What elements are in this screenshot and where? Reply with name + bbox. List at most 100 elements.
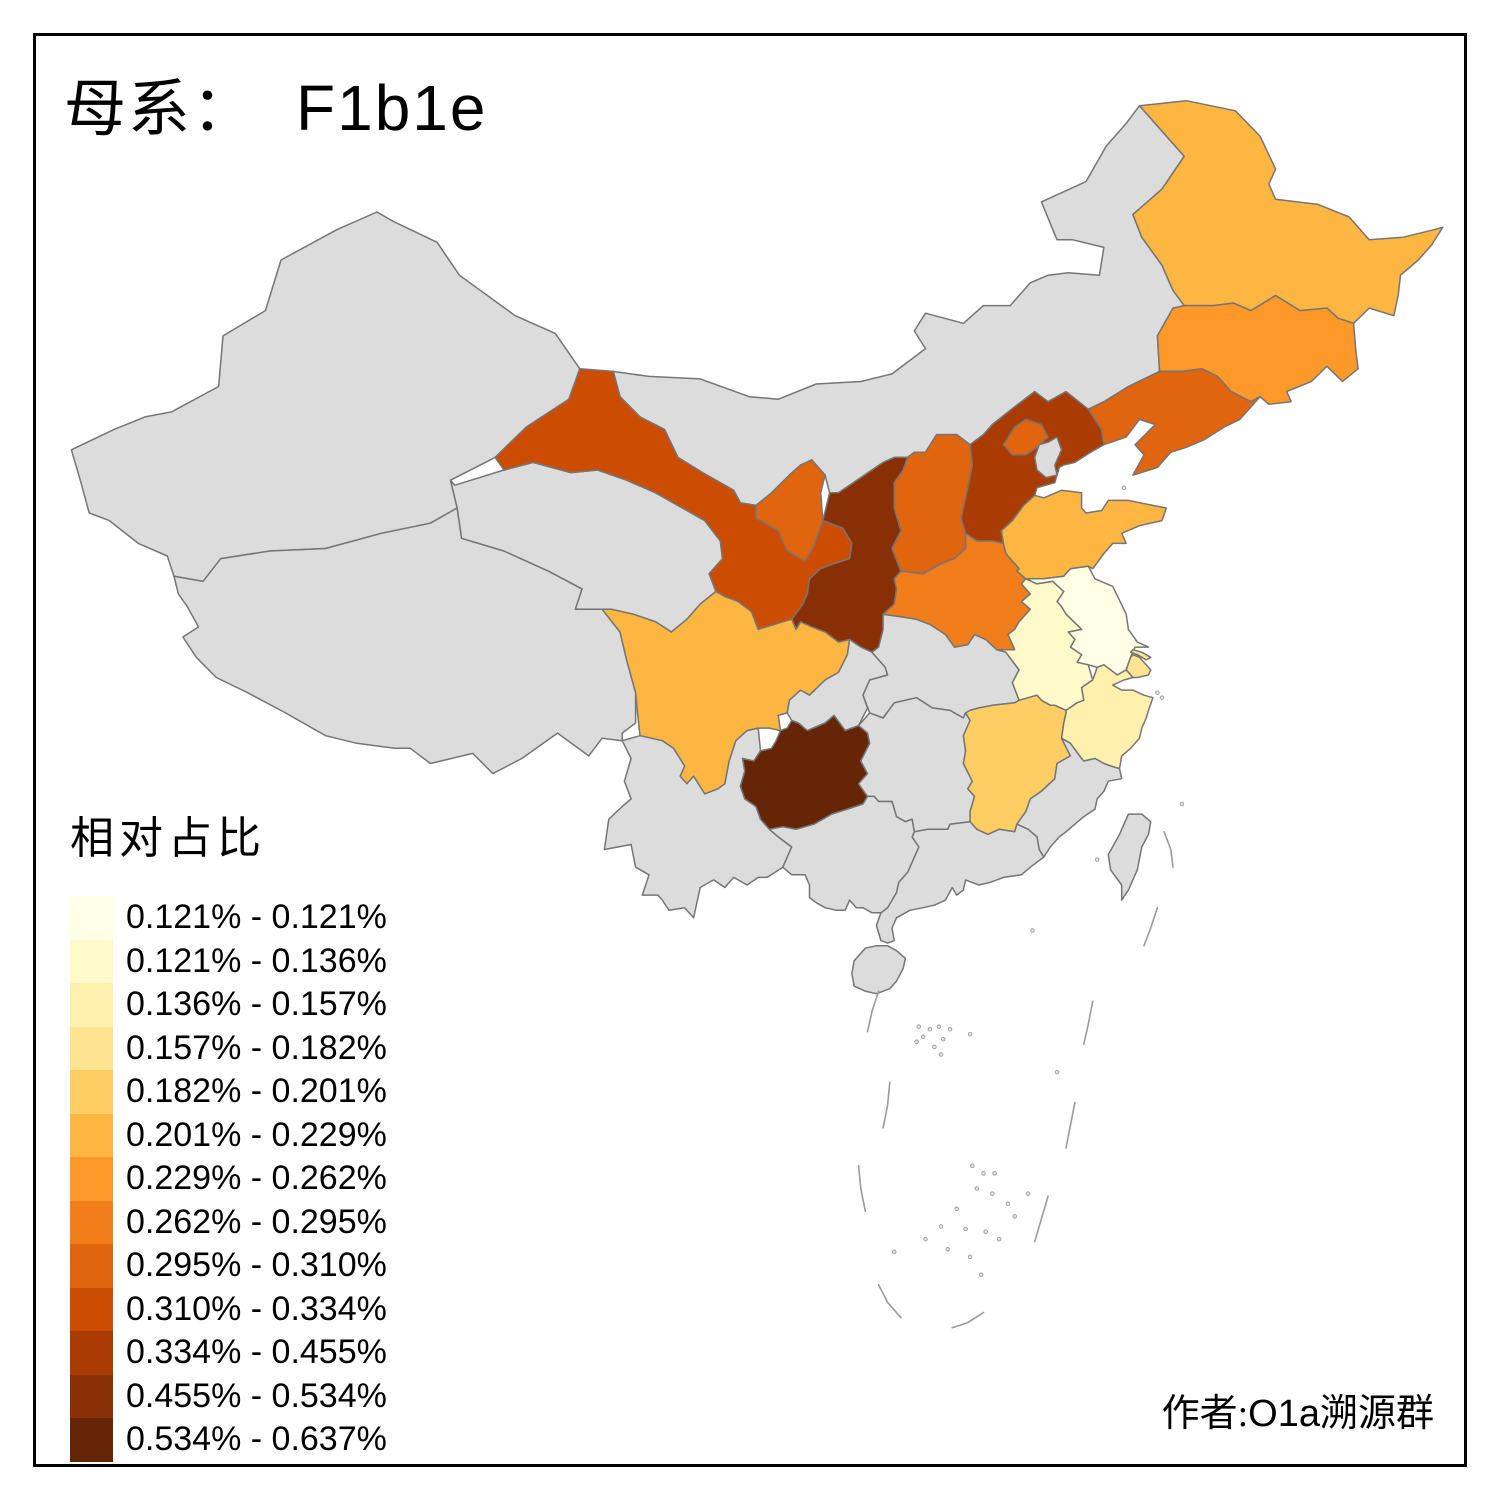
- nine-dash-line-segment: [1143, 906, 1159, 947]
- nine-dash-line-segment: [882, 1081, 891, 1129]
- island-dot: [963, 1226, 968, 1232]
- island-dot: [1155, 690, 1160, 695]
- attribution-suffix: 溯源群: [1319, 1393, 1434, 1435]
- legend-range-label: 0.455% - 0.534%: [126, 1376, 387, 1415]
- island-dot: [954, 1206, 959, 1212]
- island-dot: [978, 1272, 984, 1277]
- legend-range-label: 0.121% - 0.136%: [126, 941, 387, 980]
- nine-dash-line-segment: [1083, 1000, 1094, 1046]
- island-dot: [914, 1039, 919, 1045]
- province-taiwan: [1107, 813, 1152, 901]
- legend-row-9: 0.295% - 0.310%: [70, 1244, 387, 1288]
- title-haplogroup-value: F1b1e: [296, 72, 488, 144]
- legend-range-label: 0.136% - 0.157%: [126, 985, 387, 1024]
- legend-range-label: 0.182% - 0.201%: [126, 1072, 387, 1111]
- title-prefix: 母系：: [64, 76, 257, 144]
- legend-row-6: 0.201% - 0.229%: [70, 1113, 387, 1157]
- attribution-group-name: O1a: [1248, 1393, 1320, 1435]
- legend-row-5: 0.182% - 0.201%: [70, 1070, 387, 1114]
- nine-dash-line-segment: [1033, 1195, 1049, 1243]
- legend-swatch: [70, 1200, 113, 1244]
- legend-row-13: 0.534% - 0.637%: [70, 1418, 387, 1462]
- plot-border: [33, 33, 1467, 1467]
- legend-row-2: 0.121% - 0.136%: [70, 939, 387, 983]
- province-beijing: [1002, 418, 1049, 456]
- legend-range-label: 0.201% - 0.229%: [126, 1115, 387, 1154]
- island-dot: [1030, 928, 1035, 933]
- island-dot: [932, 1044, 937, 1050]
- province-fujian: [1016, 737, 1123, 858]
- island-dot: [996, 1236, 1002, 1242]
- legend-row-8: 0.262% - 0.295%: [70, 1200, 387, 1244]
- nine-dash-line-segment: [1163, 831, 1174, 868]
- legend-swatch: [70, 1287, 113, 1331]
- island-dot: [970, 1163, 975, 1169]
- legend-range-label: 0.229% - 0.262%: [126, 1159, 387, 1198]
- attribution: 作者:O1a溯源群: [1162, 1382, 1434, 1437]
- island-dot: [938, 1224, 944, 1229]
- island-dot: [1159, 695, 1165, 700]
- island-dot: [945, 1247, 951, 1252]
- legend-swatch: [70, 1026, 113, 1070]
- island-dot: [1012, 1214, 1017, 1219]
- legend: 相对占比 0.121% - 0.121% 0.121% - 0.136% 0.136…: [70, 802, 387, 1462]
- legend-rows: 0.121% - 0.121% 0.121% - 0.136% 0.136% - 0…: [70, 896, 387, 1462]
- legend-swatch: [70, 1331, 113, 1375]
- legend-range-label: 0.295% - 0.310%: [126, 1246, 387, 1285]
- nine-dash-line-segment: [866, 990, 880, 1033]
- legend-range-label: 0.262% - 0.295%: [126, 1202, 387, 1241]
- legend-row-3: 0.136% - 0.157%: [70, 983, 387, 1027]
- legend-range-label: 0.534% - 0.637%: [126, 1420, 387, 1459]
- province-heilongjiang: [1132, 99, 1444, 325]
- island-dot: [983, 1229, 988, 1234]
- legend-swatch: [70, 1374, 113, 1418]
- legend-row-1: 0.121% - 0.121%: [70, 896, 387, 940]
- island-dot: [974, 1186, 980, 1191]
- island-dot: [892, 1249, 897, 1255]
- island-dot: [990, 1191, 995, 1196]
- legend-row-12: 0.455% - 0.534%: [70, 1374, 387, 1418]
- island-dot: [1094, 857, 1100, 862]
- legend-swatch: [70, 1418, 113, 1462]
- legend-range-label: 0.121% - 0.121%: [126, 898, 387, 937]
- page-title: 母系： F1b1e: [64, 58, 487, 148]
- province-guangxi: [768, 795, 920, 914]
- legend-swatch: [70, 1157, 113, 1201]
- legend-swatch: [70, 983, 113, 1027]
- legend-row-11: 0.334% - 0.455%: [70, 1331, 387, 1375]
- island-dot: [920, 1034, 926, 1040]
- island-dot: [967, 1031, 973, 1037]
- legend-swatch: [70, 896, 113, 940]
- legend-range-label: 0.310% - 0.334%: [126, 1289, 387, 1328]
- legend-row-7: 0.229% - 0.262%: [70, 1157, 387, 1201]
- island-dot: [1121, 485, 1127, 490]
- island-dot: [941, 1037, 946, 1042]
- legend-range-label: 0.157% - 0.182%: [126, 1028, 387, 1067]
- island-dot: [927, 1026, 933, 1032]
- nine-dash-line-segment: [951, 1311, 985, 1329]
- island-dot: [1179, 801, 1185, 807]
- island-dot: [923, 1236, 928, 1242]
- nine-dash-line-segment: [877, 1283, 902, 1319]
- legend-swatch: [70, 1244, 113, 1288]
- legend-swatch: [70, 939, 113, 983]
- island-dot: [1025, 1191, 1031, 1196]
- island-dot: [992, 1171, 997, 1176]
- province-hainan: [851, 944, 907, 995]
- province-liaoning: [1087, 368, 1261, 476]
- island-dot: [916, 1024, 922, 1029]
- legend-swatch: [70, 1070, 113, 1114]
- province-shandong: [1000, 489, 1168, 580]
- island-dot: [936, 1024, 942, 1029]
- legend-row-10: 0.310% - 0.334%: [70, 1287, 387, 1331]
- nine-dash-line-segment: [857, 1165, 867, 1213]
- province-shanghai: [1125, 648, 1152, 679]
- island-dot: [981, 1171, 986, 1176]
- legend-range-label: 0.334% - 0.455%: [126, 1333, 387, 1372]
- nine-dash-line-segment: [1065, 1101, 1076, 1149]
- island-dot: [1005, 1201, 1011, 1206]
- legend-row-4: 0.157% - 0.182%: [70, 1026, 387, 1070]
- province-xizang: [173, 507, 637, 775]
- island-dot: [938, 1052, 944, 1057]
- legend-title: 相对占比: [70, 814, 266, 863]
